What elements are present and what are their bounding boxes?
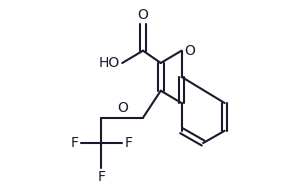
Text: F: F — [98, 170, 105, 184]
Text: F: F — [71, 136, 79, 150]
Text: HO: HO — [99, 56, 120, 70]
Text: O: O — [185, 44, 195, 58]
Text: F: F — [125, 136, 132, 150]
Text: O: O — [138, 8, 148, 22]
Text: O: O — [117, 101, 128, 115]
